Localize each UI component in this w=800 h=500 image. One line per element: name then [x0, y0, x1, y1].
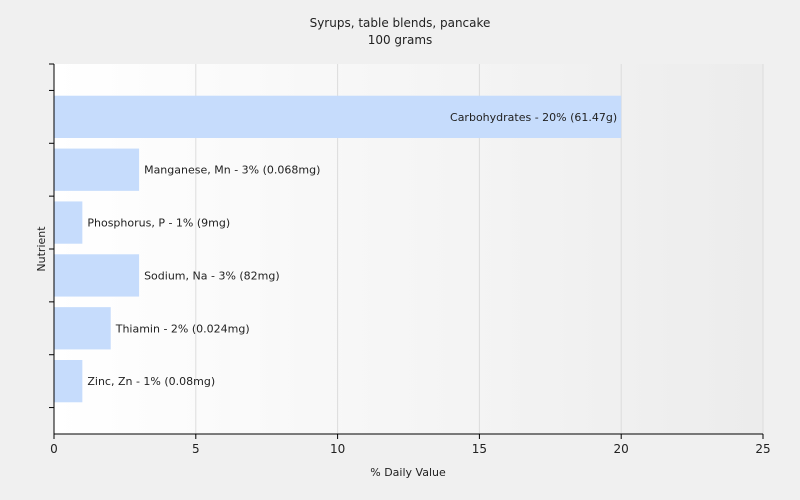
bar-label: Thiamin - 2% (0.024mg): [115, 322, 250, 335]
y-axis-label: Nutrient: [35, 226, 48, 272]
x-tick-label: 0: [50, 442, 58, 456]
chart-subtitle: 100 grams: [368, 33, 433, 47]
bar: [54, 254, 140, 297]
x-axis-label: % Daily Value: [370, 466, 446, 479]
axes: 0 5 10 15 20 25: [49, 63, 771, 456]
bar-label: Phosphorus, P - 1% (9mg): [87, 217, 230, 230]
bars: Carbohydrates - 20% (61.47g) Manganese, M…: [54, 95, 622, 403]
x-tick-label: 15: [472, 442, 487, 456]
bar: [54, 148, 140, 191]
bar: [54, 95, 622, 138]
bar: [54, 201, 83, 244]
x-tick-label: 10: [330, 442, 345, 456]
bar-label: Zinc, Zn - 1% (0.08mg): [87, 375, 215, 388]
x-tick-label: 25: [755, 442, 770, 456]
bar-label: Sodium, Na - 3% (82mg): [144, 269, 280, 282]
bar-label: Manganese, Mn - 3% (0.068mg): [144, 164, 320, 177]
bar: [54, 307, 111, 350]
x-tick-label: 5: [192, 442, 200, 456]
bar: [54, 360, 83, 403]
chart-title: Syrups, table blends, pancake: [310, 16, 491, 30]
x-tick-label: 20: [614, 442, 629, 456]
bar-label: Carbohydrates - 20% (61.47g): [450, 111, 617, 124]
